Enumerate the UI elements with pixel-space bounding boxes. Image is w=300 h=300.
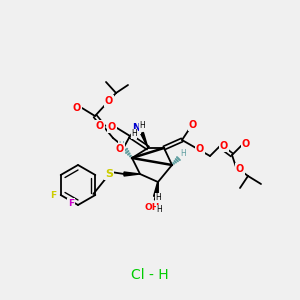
Text: O: O	[189, 120, 197, 130]
Text: F: F	[51, 190, 57, 200]
Polygon shape	[154, 182, 158, 200]
Text: H: H	[155, 194, 161, 202]
Text: F: F	[68, 199, 74, 208]
Polygon shape	[124, 172, 140, 176]
Text: H: H	[156, 206, 162, 214]
Text: O: O	[242, 139, 250, 149]
Text: O: O	[73, 103, 81, 113]
Polygon shape	[141, 132, 148, 148]
Text: O: O	[236, 164, 244, 174]
Text: S: S	[105, 169, 113, 179]
Text: H: H	[139, 122, 145, 130]
Text: H: H	[131, 130, 137, 139]
Text: Cl - H: Cl - H	[131, 268, 169, 282]
Text: H: H	[118, 140, 124, 149]
Text: O: O	[220, 141, 228, 151]
Text: H: H	[180, 149, 186, 158]
Text: O: O	[105, 96, 113, 106]
Text: N: N	[132, 123, 140, 133]
Text: O: O	[108, 122, 116, 132]
Text: O: O	[196, 144, 204, 154]
Text: O: O	[116, 144, 124, 154]
Text: O: O	[96, 121, 104, 131]
Text: OH: OH	[144, 202, 160, 211]
